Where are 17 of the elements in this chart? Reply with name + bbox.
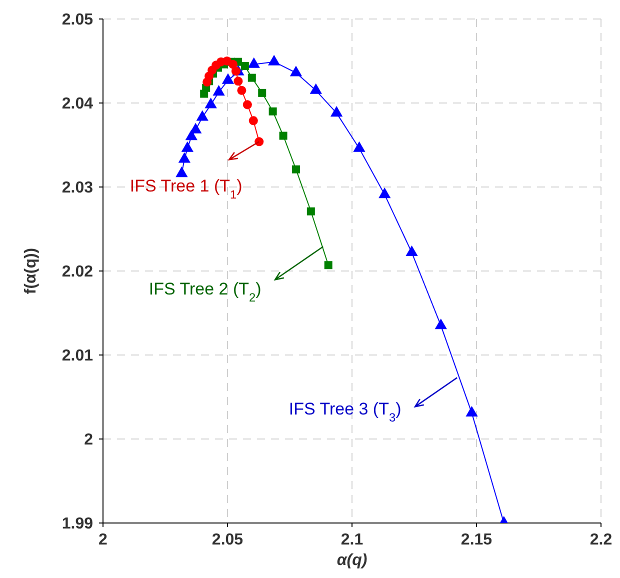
y-tick-label: 2.01 bbox=[62, 348, 94, 365]
x-axis-title: α(q) bbox=[336, 552, 368, 569]
y-tick-label: 1.99 bbox=[62, 516, 94, 533]
y-tick-label: 2 bbox=[84, 432, 94, 449]
annotation: IFS Tree 3 (T$_{3}$) bbox=[288, 400, 402, 425]
annotation: IFS Tree 1 (T$_{1}$) bbox=[130, 176, 242, 202]
y-axis-title: f(α(q)) bbox=[22, 248, 40, 294]
x-tick-label: 2.15 bbox=[460, 531, 492, 548]
y-tick-label: 2.03 bbox=[62, 180, 94, 197]
y-tick-label: 2.04 bbox=[62, 96, 94, 113]
x-tick-label: 2.2 bbox=[590, 531, 612, 548]
y-tick-label: 2.02 bbox=[62, 264, 94, 281]
y-tick-label: 2.05 bbox=[62, 12, 94, 29]
annotation: IFS Tree 2 (T$_{2}$) bbox=[148, 280, 262, 305]
x-tick-label: 2.05 bbox=[212, 531, 244, 548]
x-tick-label: 2 bbox=[98, 531, 108, 548]
x-tick-label: 2.1 bbox=[340, 531, 364, 548]
